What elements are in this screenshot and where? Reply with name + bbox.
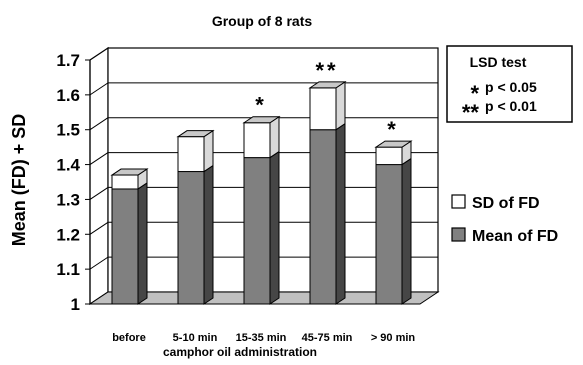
lsd-box: LSD test * p < 0.05 ** p < 0.01 [446,45,573,125]
bar-top-0 [110,168,149,176]
bar-sd-4 [375,140,412,166]
legend: SD of FD Mean of FD [451,194,558,245]
left-wall [89,46,109,306]
x-tick-label: 5-10 min [173,332,218,344]
significance-star: * [255,93,267,118]
bar-sd-3 [309,80,346,131]
bar-mean-1 [177,164,214,305]
significance-star: * [387,117,399,142]
y-axis-label: Mean (FD) + SD [9,114,29,247]
bar-top-2 [242,116,281,124]
lsd-star-2: ** [462,100,480,125]
gridline-side [89,256,109,270]
y-tick-label: 1.3 [56,190,80,209]
x-tick-label: > 90 min [371,332,416,344]
bar-mean-2 [243,150,280,305]
bar-mean-4 [375,157,412,305]
bar-top-3 [308,81,347,89]
y-tick-label: 1.7 [56,51,80,70]
y-tick-label: 1 [71,295,80,314]
y-tick-labels: 1 1.1 1.2 1.3 1.4 1.5 1.6 1.7 [56,51,80,314]
significance-star: ** [315,58,338,83]
bar-sd-1 [177,129,214,173]
bar-top-4 [374,140,413,148]
x-tick-label: before [112,332,146,344]
bar-top-1 [176,130,215,138]
y-tick-label: 1.6 [56,86,80,105]
x-axis-label: camphor oil administration [163,345,317,359]
lsd-row-2-label: p < 0.01 [485,98,537,114]
chart-title: Group of 8 rats [212,13,313,29]
x-tick-label: 15-35 min [236,332,287,344]
bar-mean-0 [111,182,148,305]
x-tick-labels: before 5-10 min 15-35 min 45-75 min > 90 min [112,332,415,344]
y-tick-label: 1.4 [56,156,80,175]
gridline-side [89,221,109,235]
gridline-side [89,117,109,131]
legend-swatch-mean [451,227,466,242]
legend-label-mean: Mean of FD [472,228,558,245]
bars-group [110,80,413,305]
lsd-star-1: * [470,81,479,106]
legend-label-sd: SD of FD [472,195,540,212]
y-tick-label: 1.1 [56,260,80,279]
gridline-side [89,152,109,165]
gridline-side [89,82,109,96]
bar-sd-2 [243,115,280,159]
legend-swatch-sd [451,194,466,209]
x-tick-label: 45-75 min [302,332,353,344]
lsd-row-1-label: p < 0.05 [485,79,537,95]
lsd-title: LSD test [470,54,527,70]
y-tick-label: 1.5 [56,121,80,140]
y-tick-label: 1.2 [56,225,80,244]
gridline-side [89,187,109,200]
significance-markers: **** [255,58,399,142]
bar-mean-3 [309,122,346,305]
